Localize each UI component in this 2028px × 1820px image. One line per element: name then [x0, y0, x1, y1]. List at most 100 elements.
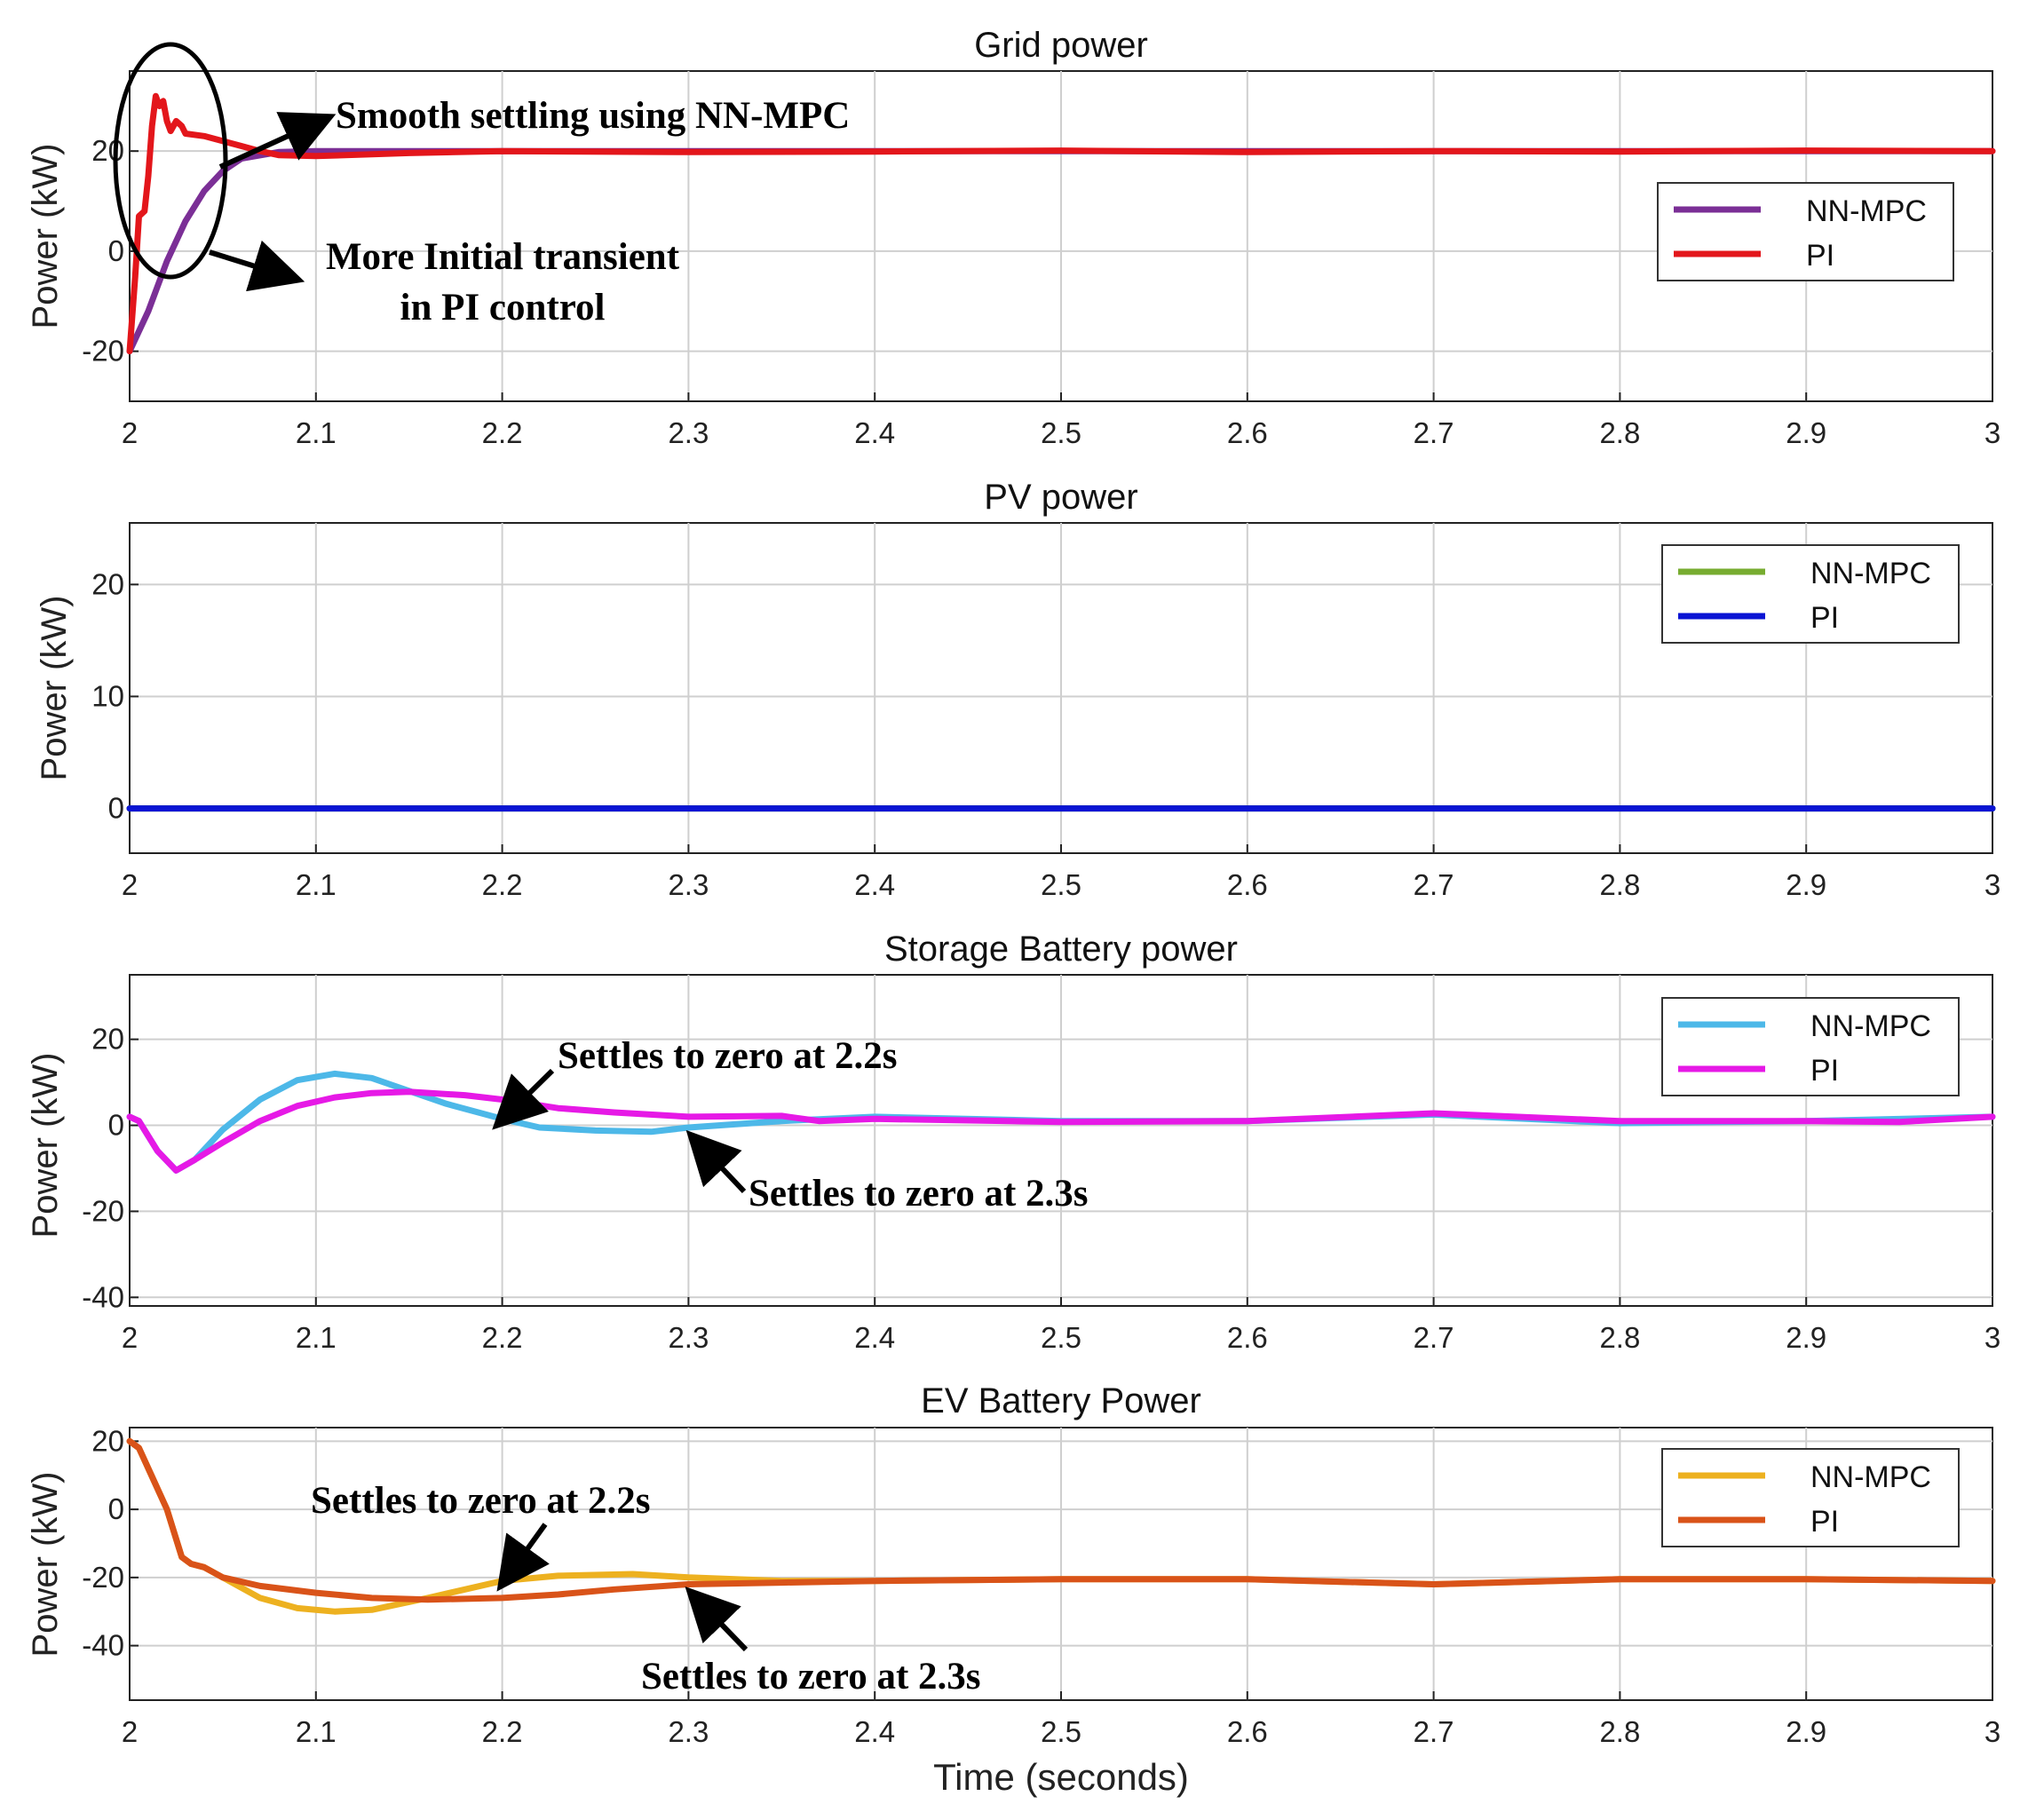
pi-transient-annotation-arrow	[209, 240, 305, 292]
ev-settle-2.3-arrow	[685, 1587, 749, 1652]
x-tick-label: 2.9	[1786, 416, 1826, 449]
x-tick-label: 2.8	[1599, 1715, 1640, 1748]
x-tick-label: 2.3	[668, 416, 709, 449]
ev-battery-legend: NN-MPC PI	[1661, 1448, 1960, 1547]
x-tick-label: 2	[122, 868, 138, 901]
x-tick-label: 2	[122, 1715, 138, 1748]
x-tick-label: 2.2	[482, 416, 523, 449]
x-tick-label: 2.5	[1041, 1715, 1081, 1748]
x-tick-label: 2.7	[1414, 416, 1454, 449]
pv-power-legend-label-nnmpc: NN-MPC	[1810, 557, 1931, 590]
storage-battery-yticks: -40 -20 0 20	[82, 1023, 139, 1313]
storage-battery-legend: NN-MPC PI	[1661, 997, 1960, 1096]
ev-battery-title: EV Battery Power	[921, 1381, 1201, 1420]
x-tick-label: 2.7	[1414, 1715, 1454, 1748]
x-tick-label: 2.1	[296, 416, 337, 449]
x-tick-label: 2.9	[1786, 1715, 1826, 1748]
storage-battery-title: Storage Battery power	[884, 930, 1238, 969]
x-tick-label: 2.5	[1041, 416, 1081, 449]
x-tick-label: 2.2	[482, 1715, 523, 1748]
x-tick-label: 2	[122, 416, 138, 449]
pv-power-legend: NN-MPC PI	[1661, 544, 1960, 644]
x-tick-label: 2.6	[1227, 416, 1268, 449]
grid-power-ylabel: Power (kW)	[26, 144, 65, 329]
nnmpc-annotation-arrow	[218, 112, 337, 170]
x-tick-label: 3	[1984, 1321, 2000, 1354]
x-tick-label: 2.3	[668, 868, 709, 901]
pv-power-xticks: 2 2.1 2.2 2.3 2.4 2.5 2.6 2.7 2.8 2.9 3	[122, 844, 2000, 901]
x-tick-label: 2.8	[1599, 868, 1640, 901]
nnmpc-annotation-text: Smooth settling using NN-MPC	[336, 95, 850, 137]
y-tick-label: 0	[108, 234, 124, 267]
ev-settle-2.3-text: Settles to zero at 2.3s	[641, 1656, 981, 1697]
storage-settle-2.2-arrow	[492, 1068, 555, 1130]
pv-power-legend-label-pi: PI	[1810, 601, 1839, 635]
grid-power-legend: NN-MPC PI	[1657, 182, 1954, 281]
ev-battery-gridlines	[130, 1428, 1992, 1700]
ev-battery-legend-label-pi: PI	[1810, 1505, 1839, 1539]
x-tick-label: 2.8	[1599, 416, 1640, 449]
x-tick-label: 2.1	[296, 1321, 337, 1354]
ev-settle-2.2-text: Settles to zero at 2.2s	[311, 1480, 651, 1522]
ev-battery-xticks: 2 2.1 2.2 2.3 2.4 2.5 2.6 2.7 2.8 2.9 3	[122, 1691, 2000, 1748]
x-tick-label: 2.3	[668, 1715, 709, 1748]
x-tick-label: 2.6	[1227, 1715, 1268, 1748]
x-tick-label: 2.3	[668, 1321, 709, 1354]
y-tick-label: -20	[82, 1561, 124, 1594]
grid-power-legend-box	[1657, 182, 1954, 281]
grid-power-xticks: 2 2.1 2.2 2.3 2.4 2.5 2.6 2.7 2.8 2.9 3	[122, 392, 2000, 449]
storage-battery-ylabel: Power (kW)	[26, 1053, 65, 1238]
ev-battery-yticks: -40 -20 0 20	[82, 1424, 139, 1662]
y-tick-label: 20	[91, 1424, 124, 1457]
x-tick-label: 2.5	[1041, 1321, 1081, 1354]
ev-battery-series	[126, 1437, 1996, 1615]
pv-power-legend-box	[1661, 544, 1960, 644]
x-tick-label: 2.7	[1414, 1321, 1454, 1354]
x-tick-label: 2.2	[482, 868, 523, 901]
ev-battery-ylabel: Power (kW)	[26, 1472, 65, 1658]
grid-power-series	[126, 92, 1996, 355]
series-line-pi	[126, 92, 1996, 355]
y-tick-label: 10	[91, 679, 124, 712]
x-tick-label: 2.8	[1599, 1321, 1640, 1354]
x-tick-label: 2.5	[1041, 868, 1081, 901]
y-tick-label: 0	[108, 792, 124, 825]
ev-battery-xlabel: Time (seconds)	[933, 1756, 1189, 1798]
ev-settle-2.2-arrow	[496, 1523, 550, 1592]
x-tick-label: 2.1	[296, 1715, 337, 1748]
y-tick-label: -20	[82, 335, 124, 368]
x-tick-label: 2.9	[1786, 1321, 1826, 1354]
x-tick-label: 3	[1984, 1715, 2000, 1748]
series-line-pi	[126, 1437, 1996, 1603]
y-tick-label: 0	[108, 1109, 124, 1142]
grid-power-legend-label-nnmpc: NN-MPC	[1806, 194, 1927, 228]
x-tick-label: 3	[1984, 868, 2000, 901]
ev-battery-legend-label-nnmpc: NN-MPC	[1810, 1460, 1931, 1494]
x-tick-label: 2.4	[854, 868, 895, 901]
transient-circle-annotation	[113, 42, 228, 280]
x-tick-label: 2	[122, 1321, 138, 1354]
x-tick-label: 2.4	[854, 416, 895, 449]
y-tick-label: -40	[82, 1280, 124, 1313]
y-tick-label: 20	[91, 567, 124, 600]
storage-battery-legend-label-nnmpc: NN-MPC	[1810, 1009, 1931, 1043]
pi-transient-annotation-text-line2: in PI control	[400, 287, 606, 328]
x-tick-label: 2.7	[1414, 868, 1454, 901]
storage-battery-legend-box	[1661, 997, 1960, 1096]
x-tick-label: 2.2	[482, 1321, 523, 1354]
x-tick-label: 2.1	[296, 868, 337, 901]
pv-power-ylabel: Power (kW)	[35, 596, 74, 781]
pv-power-title: PV power	[984, 478, 1137, 517]
grid-power-panel: Grid power -20 0 20 2 2.1 2.2 2.3 2.4 2.5 2.6 2.7…	[26, 26, 2000, 449]
x-tick-label: 2.6	[1227, 868, 1268, 901]
storage-battery-legend-label-pi: PI	[1810, 1054, 1839, 1088]
y-tick-label: -20	[82, 1194, 124, 1227]
y-tick-label: 20	[91, 134, 124, 167]
grid-power-title: Grid power	[974, 26, 1148, 65]
ev-battery-legend-box	[1661, 1448, 1960, 1547]
y-tick-label: 0	[108, 1492, 124, 1525]
pv-power-yticks: 0 10 20	[91, 567, 139, 825]
x-tick-label: 2.4	[854, 1321, 895, 1354]
